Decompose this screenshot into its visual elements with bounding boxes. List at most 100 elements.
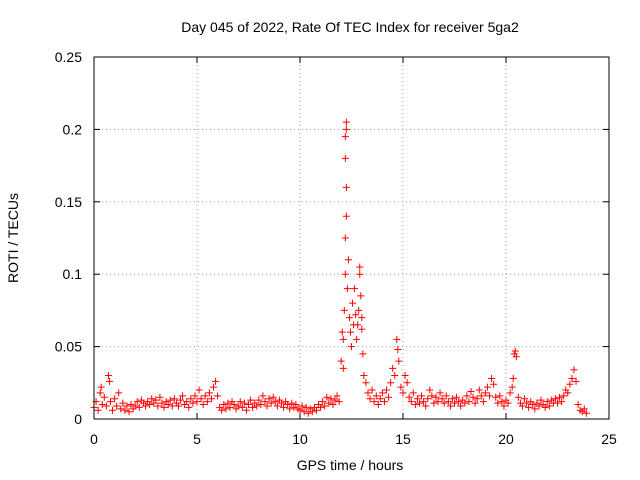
data-point xyxy=(263,402,271,410)
data-point xyxy=(341,270,349,278)
data-point xyxy=(574,401,582,409)
data-point xyxy=(566,380,574,388)
data-point xyxy=(321,402,329,410)
data-point xyxy=(509,374,517,382)
data-point xyxy=(257,401,265,409)
data-point xyxy=(385,393,393,401)
data-point xyxy=(340,306,348,314)
data-point xyxy=(440,399,448,407)
data-point xyxy=(286,405,294,413)
data-point xyxy=(397,383,405,391)
data-point xyxy=(378,389,386,397)
data-point xyxy=(393,335,401,343)
data-points xyxy=(90,118,590,417)
data-point xyxy=(422,402,430,410)
data-point xyxy=(580,405,588,413)
data-point xyxy=(177,396,185,404)
data-point xyxy=(451,399,458,407)
data-point xyxy=(119,399,127,407)
data-point xyxy=(343,285,351,293)
data-point xyxy=(342,183,350,191)
data-point xyxy=(218,406,226,414)
data-point xyxy=(191,392,199,400)
data-point xyxy=(273,402,281,410)
data-point xyxy=(471,399,479,407)
data-point xyxy=(352,311,360,319)
data-point xyxy=(407,398,415,406)
data-point xyxy=(329,401,337,409)
data-point xyxy=(166,396,174,404)
data-point xyxy=(541,403,549,411)
data-point xyxy=(94,406,102,414)
data-point xyxy=(331,396,339,404)
data-point xyxy=(453,393,461,401)
data-point xyxy=(426,386,434,394)
data-point xyxy=(339,364,347,372)
data-point xyxy=(401,372,409,380)
data-point xyxy=(496,392,504,400)
data-point xyxy=(473,395,481,403)
data-point xyxy=(463,392,471,400)
data-point xyxy=(465,398,473,406)
data-point xyxy=(327,395,335,403)
data-point xyxy=(348,343,355,351)
data-point xyxy=(100,393,108,401)
data-point xyxy=(424,395,432,403)
data-point xyxy=(362,379,370,387)
data-point xyxy=(430,399,438,407)
data-point xyxy=(203,398,211,406)
data-point xyxy=(339,335,347,343)
data-point xyxy=(383,386,391,394)
data-point xyxy=(123,402,131,410)
data-point xyxy=(341,234,349,242)
data-point xyxy=(405,393,413,401)
data-point xyxy=(523,399,531,407)
data-point xyxy=(490,380,498,388)
data-point xyxy=(185,403,193,411)
data-point xyxy=(358,314,366,322)
data-point xyxy=(284,401,292,409)
data-point xyxy=(469,393,477,401)
data-point xyxy=(170,395,178,403)
data-point xyxy=(409,389,417,397)
y-axis-title: ROTI / TECUs xyxy=(5,193,21,283)
data-point xyxy=(154,402,162,410)
data-point xyxy=(346,328,354,336)
data-point xyxy=(444,398,452,406)
data-point xyxy=(479,398,487,406)
data-point xyxy=(498,398,506,406)
data-point xyxy=(475,386,483,394)
data-point xyxy=(370,398,378,406)
data-point xyxy=(529,401,537,409)
data-point xyxy=(148,395,156,403)
data-point xyxy=(521,395,529,403)
data-point xyxy=(277,399,285,407)
data-point xyxy=(98,401,106,409)
data-point xyxy=(174,402,182,410)
data-point xyxy=(399,389,407,397)
y-tick-labels: 0 0.05 0.1 0.15 0.2 0.25 xyxy=(55,49,82,427)
data-point xyxy=(508,383,516,391)
data-point xyxy=(560,392,568,400)
data-point xyxy=(467,387,475,395)
data-point xyxy=(224,399,232,407)
data-point xyxy=(342,125,350,133)
data-point xyxy=(481,389,489,397)
data-point xyxy=(193,398,201,406)
data-point xyxy=(531,405,539,413)
x-tick-label: 10 xyxy=(292,431,308,447)
data-point xyxy=(415,399,423,407)
data-point xyxy=(121,406,129,414)
data-point xyxy=(342,212,350,220)
data-point xyxy=(117,405,125,413)
data-point xyxy=(349,299,357,307)
data-point xyxy=(364,389,372,397)
data-point xyxy=(492,393,500,401)
data-point xyxy=(97,383,105,391)
plot-frame xyxy=(93,56,610,420)
data-point xyxy=(127,401,135,409)
data-point xyxy=(189,399,197,407)
chart-title: Day 045 of 2022, Rate Of TEC Index for r… xyxy=(181,19,519,35)
data-point xyxy=(253,402,261,410)
data-point xyxy=(164,401,172,409)
